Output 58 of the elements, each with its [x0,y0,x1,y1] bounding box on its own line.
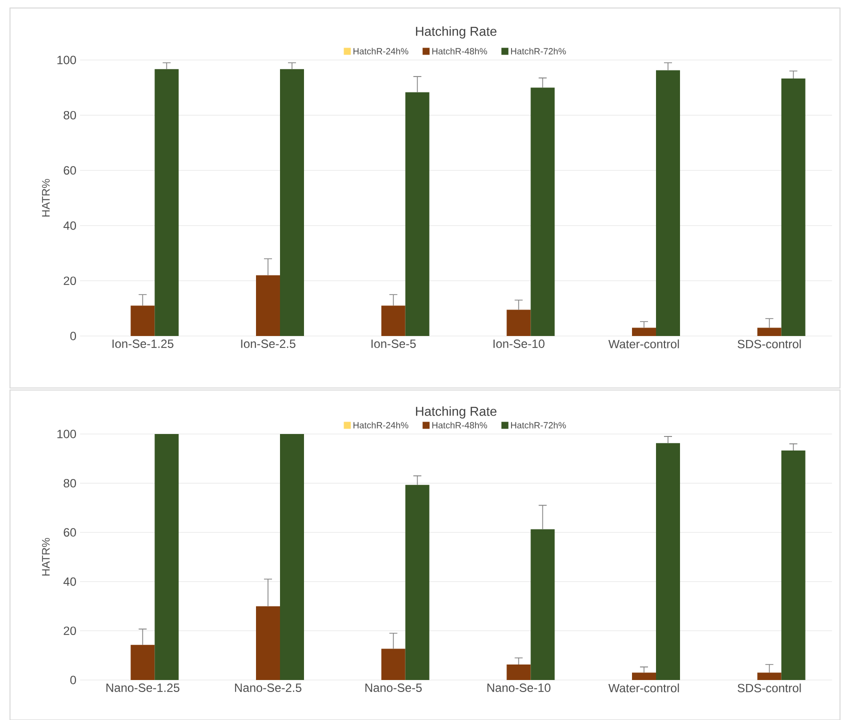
legend-label: HatchR-24h% [354,48,408,54]
bar [656,70,680,336]
y-tick-label: 20 [64,276,76,286]
y-tick-label: 100 [57,56,76,64]
y-tick-label: 60 [64,528,76,537]
bar [632,672,656,680]
bar [381,648,406,680]
bar [530,529,555,680]
y-tick-label: 80 [64,478,76,488]
x-tick-label: Water-control [608,340,679,348]
x-tick-label: Ion-Se-2.5 [241,340,296,348]
y-tick-label: 40 [63,221,76,230]
y-tick-label: 20 [64,626,76,636]
bar [530,88,555,336]
x-tick-label: SDS-control [738,684,801,692]
chart-title: Hatching Rate [416,26,496,38]
bar [405,92,430,336]
bar [757,328,782,336]
bar [280,434,304,680]
x-tick-label: SDS-control [738,340,801,348]
y-tick-label: 40 [63,577,76,586]
bar [656,443,680,680]
legend-label: HatchR-72h% [511,48,566,54]
bar [506,310,531,336]
y-axis-title: HATR% [42,538,50,576]
x-tick-label: Nano-Se-10 [487,684,550,692]
x-tick-label: Nano-Se-5 [365,684,422,692]
bar [130,306,155,336]
bar [781,78,806,336]
bar [154,69,179,336]
x-tick-label: Water-control [608,684,679,692]
x-tick-label: Ion-Se-1.25 [112,340,174,348]
bar [757,672,782,680]
legend-label: HatchR-48h% [432,48,488,54]
x-tick-label: Nano-Se-1.25 [106,684,180,692]
legend-label: HatchR-72h% [511,422,566,428]
chart-title: Hatching Rate [416,406,496,418]
x-tick-label: Ion-Se-5 [372,340,416,348]
legend-label: HatchR-24h% [354,422,408,428]
x-tick-label: Ion-Se-10 [494,340,544,348]
bar [130,644,155,680]
bar [280,69,304,336]
bar [405,484,430,680]
y-tick-label: 80 [64,110,76,120]
bar [506,664,531,680]
bar [781,450,806,680]
bar [632,328,656,336]
y-tick-label: 100 [57,430,76,438]
y-axis-title: HATR% [42,179,50,216]
bar [256,275,280,336]
bar [256,606,280,680]
x-tick-label: Nano-Se-2.5 [235,684,302,692]
y-tick-label: 0 [70,676,76,684]
bar [154,434,179,680]
y-tick-label: 0 [70,332,76,340]
legend-label: HatchR-48h% [432,422,488,428]
bar [381,306,406,336]
y-tick-label: 60 [64,166,76,175]
